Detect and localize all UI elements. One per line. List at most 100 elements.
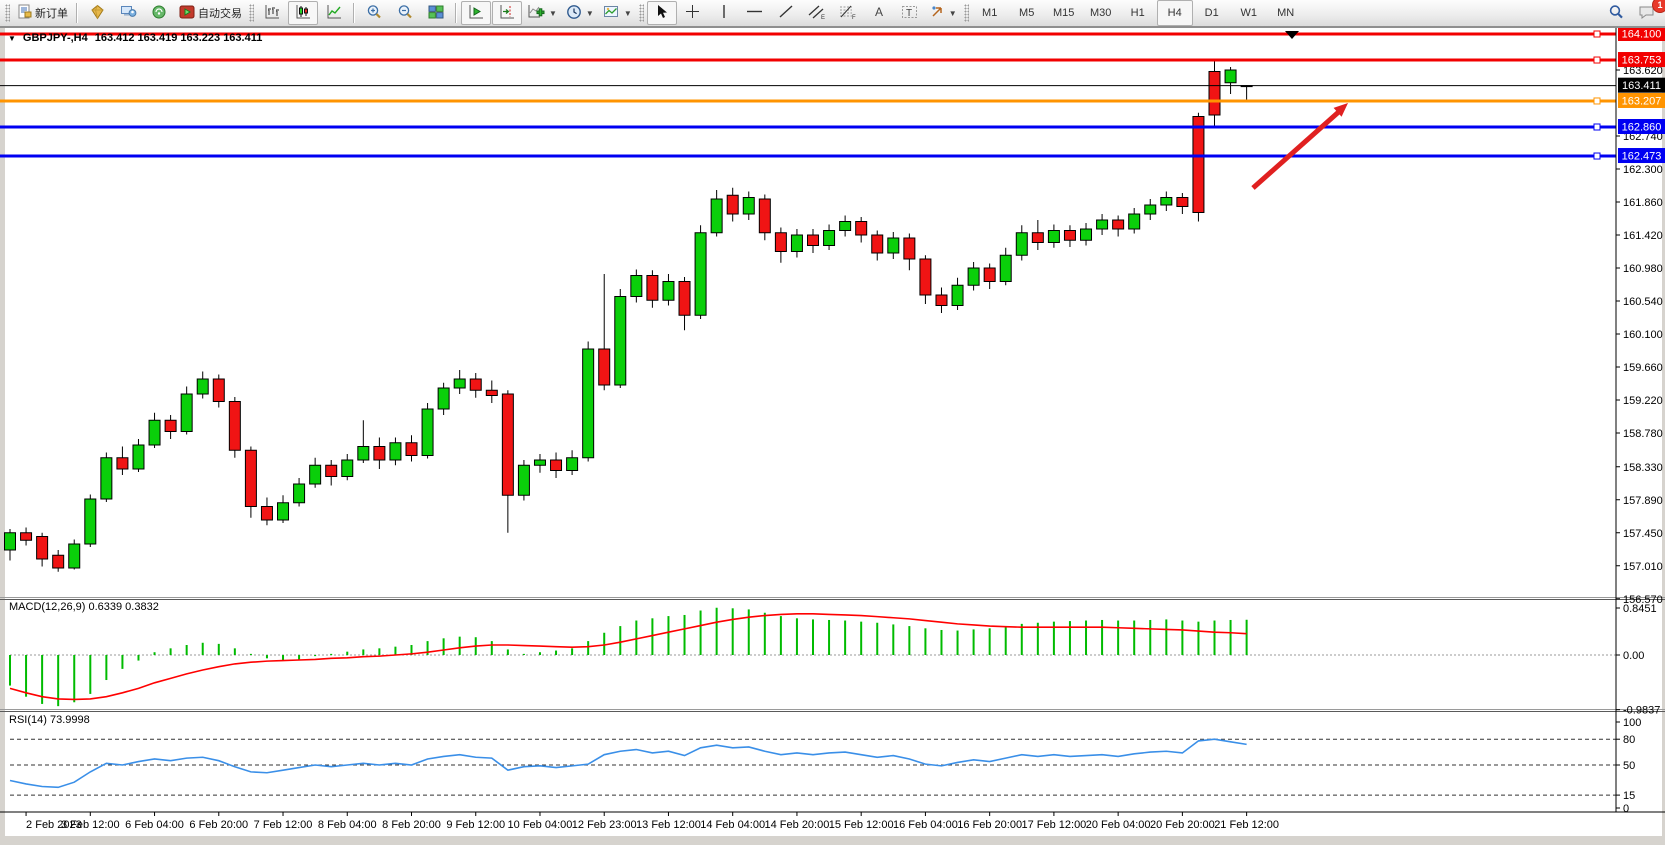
price-tick-label: 160.100: [1623, 329, 1663, 341]
bear-candle: [212, 378, 225, 402]
timeframe-button-MN[interactable]: MN: [1277, 7, 1295, 19]
date-tick-label[interactable]: 21 Feb 12:00: [1214, 819, 1279, 831]
date-tick-label[interactable]: 6 Feb 04:00: [125, 819, 184, 831]
line-handle[interactable]: [1593, 152, 1601, 160]
toolbar-grip[interactable]: [963, 4, 969, 22]
trend-arrow-head[interactable]: [1333, 103, 1348, 117]
templates-button[interactable]: ▼: [599, 1, 636, 25]
timeframe-button-M30[interactable]: M30: [1089, 7, 1112, 19]
arrows-tool-button[interactable]: ▼: [926, 1, 961, 25]
vertical-line-icon: [718, 4, 730, 22]
candlestick-chart-button[interactable]: [288, 1, 318, 25]
timeframe-button-H4[interactable]: H4: [1156, 0, 1193, 26]
date-tick-label[interactable]: 13 Feb 12:00: [636, 819, 701, 831]
line-chart-button[interactable]: [319, 1, 349, 25]
date-tick-label[interactable]: 12 Feb 23:00: [572, 819, 637, 831]
gem-icon: [89, 4, 106, 23]
indicators-button[interactable]: ▼: [523, 1, 561, 25]
trend-arrow-line[interactable]: [1251, 107, 1344, 190]
bull-candle: [533, 459, 546, 466]
trendline-icon: [778, 4, 794, 22]
chart-shift-icon: [499, 4, 516, 23]
triangle-marker[interactable]: [1285, 31, 1299, 39]
line-handle[interactable]: [1593, 30, 1601, 38]
timeframe-button-H1[interactable]: H1: [1130, 7, 1145, 19]
bear-candle: [1176, 197, 1189, 207]
toolbar-grip[interactable]: [5, 4, 10, 22]
rsi-axis-label: 0: [1623, 803, 1629, 815]
bull-candle: [180, 393, 193, 432]
timeframe-button-M15[interactable]: M15: [1052, 7, 1075, 19]
date-tick-label[interactable]: 8 Feb 20:00: [382, 819, 441, 831]
bar-chart-button[interactable]: [257, 1, 287, 25]
date-tick-label[interactable]: 6 Feb 20:00: [189, 819, 248, 831]
tile-windows-button[interactable]: [421, 1, 451, 25]
vertical-line-tool-button[interactable]: [709, 1, 739, 25]
crosshair-tool-button[interactable]: [678, 1, 708, 25]
bull-candle: [341, 459, 354, 477]
timeframe-button-M5[interactable]: M5: [1019, 7, 1035, 19]
timeframe-button-D1[interactable]: D1: [1204, 7, 1219, 19]
autotrading-icon: [179, 4, 195, 23]
templates-icon: [603, 4, 620, 23]
price-tick-label: 159.660: [1623, 362, 1663, 374]
date-tick-label[interactable]: 2 Feb 2023: [26, 819, 82, 831]
bull-candle: [1144, 204, 1157, 215]
bull-candle: [1096, 219, 1109, 230]
date-tick-label[interactable]: 16 Feb 04:00: [893, 819, 958, 831]
timeframe-button-M1[interactable]: M1: [982, 7, 998, 19]
date-tick-label[interactable]: 7 Feb 12:00: [254, 819, 313, 831]
bear-candle: [758, 198, 771, 234]
toolbar-grip[interactable]: [249, 4, 254, 22]
new-order-button[interactable]: 新订单: [13, 1, 72, 25]
line-handle[interactable]: [1593, 123, 1601, 131]
candlestick-chart-icon: [295, 4, 312, 23]
date-tick-label[interactable]: 17 Feb 12:00: [1021, 819, 1086, 831]
horizontal-line-icon: [746, 4, 763, 22]
crosshair-icon: [685, 4, 700, 22]
line-handle[interactable]: [1593, 56, 1601, 64]
market-button[interactable]: [82, 1, 112, 25]
trendline-tool-button[interactable]: [771, 1, 801, 25]
search-button[interactable]: [1601, 1, 1631, 25]
line-handle[interactable]: [1593, 97, 1601, 105]
horizontal-line-tool-button[interactable]: [740, 1, 770, 25]
bear-candle: [244, 449, 257, 507]
periods-button[interactable]: ▼: [562, 1, 598, 25]
auto-scroll-icon: [468, 4, 485, 23]
auto-scroll-button[interactable]: [461, 1, 491, 25]
bear-candle: [405, 442, 418, 456]
fibonacci-tool-button[interactable]: F: [833, 1, 863, 25]
date-tick-label[interactable]: 9 Feb 12:00: [446, 819, 505, 831]
date-tick-label[interactable]: 20 Feb 04:00: [1086, 819, 1151, 831]
date-tick-label[interactable]: 10 Feb 04:00: [508, 819, 573, 831]
date-tick-label[interactable]: 14 Feb 04:00: [700, 819, 765, 831]
price-tick-label: 156.570: [1623, 594, 1663, 606]
cursor-tool-button[interactable]: [646, 1, 677, 25]
text-tool-button[interactable]: A: [864, 1, 894, 25]
price-tick-label: 157.450: [1623, 528, 1663, 540]
date-tick-label[interactable]: 20 Feb 20:00: [1150, 819, 1215, 831]
bear-candle: [228, 401, 241, 451]
timeframe-button-W1[interactable]: W1: [1240, 7, 1257, 19]
date-tick-label[interactable]: 14 Feb 20:00: [765, 819, 830, 831]
date-tick-label[interactable]: 3 Feb 12:00: [61, 819, 120, 831]
notifications-button[interactable]: 1: [1632, 0, 1665, 25]
zoom-in-button[interactable]: [359, 1, 389, 25]
toolbar-grip[interactable]: [638, 4, 644, 22]
date-tick-label[interactable]: 15 Feb 12:00: [829, 819, 894, 831]
channel-tool-button[interactable]: E: [802, 1, 832, 25]
autotrading-button[interactable]: 自动交易: [175, 1, 246, 25]
label-tool-button[interactable]: T: [895, 1, 925, 25]
bear-candle: [550, 459, 563, 471]
zoom-out-button[interactable]: [390, 1, 420, 25]
date-tick-label[interactable]: 8 Feb 04:00: [318, 819, 377, 831]
chart-shift-button[interactable]: [492, 1, 522, 25]
date-tick-label[interactable]: 16 Feb 20:00: [957, 819, 1022, 831]
vps-button[interactable]: [113, 1, 143, 25]
signals-button[interactable]: [144, 1, 174, 25]
bear-candle: [116, 457, 129, 470]
price-tick-label: 158.780: [1623, 428, 1663, 440]
